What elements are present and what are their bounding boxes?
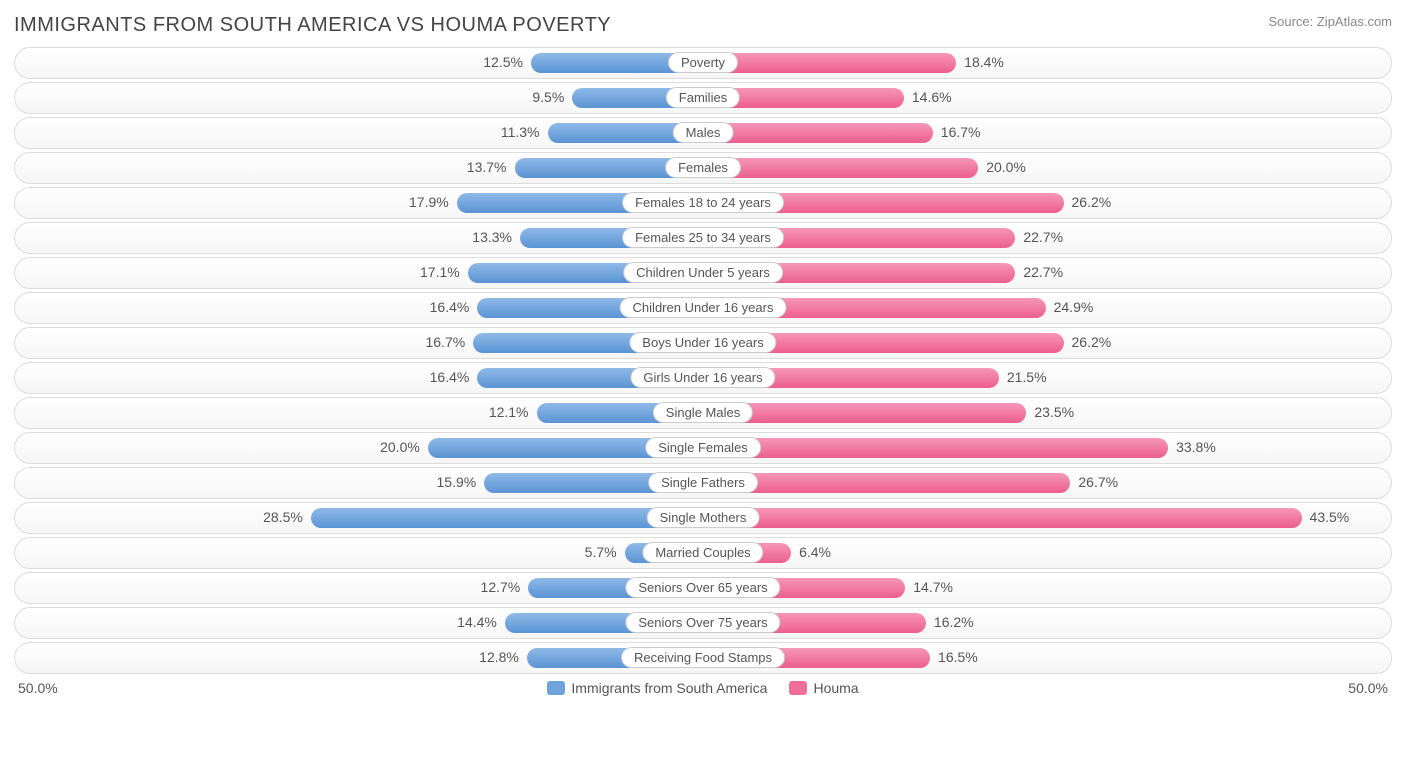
category-label: Single Mothers	[647, 507, 760, 528]
bar-right	[703, 508, 1302, 528]
chart-row: 12.5% 18.4% Poverty	[14, 47, 1392, 79]
category-label: Single Males	[653, 402, 753, 423]
value-label-left: 16.4%	[430, 299, 470, 315]
category-label: Boys Under 16 years	[629, 332, 776, 353]
category-label: Children Under 16 years	[620, 297, 787, 318]
category-label: Girls Under 16 years	[630, 367, 775, 388]
category-label: Families	[666, 87, 740, 108]
chart-row: 12.7% 14.7% Seniors Over 65 years	[14, 572, 1392, 604]
value-label-right: 16.5%	[938, 649, 978, 665]
chart-row: 14.4% 16.2% Seniors Over 75 years	[14, 607, 1392, 639]
value-label-left: 15.9%	[437, 474, 477, 490]
value-label-right: 16.7%	[941, 124, 981, 140]
category-label: Seniors Over 75 years	[625, 612, 780, 633]
value-label-right: 18.4%	[964, 54, 1004, 70]
chart-row: 20.0% 33.8% Single Females	[14, 432, 1392, 464]
value-label-right: 16.2%	[934, 614, 974, 630]
value-label-right: 6.4%	[799, 544, 831, 560]
bar-right	[703, 438, 1168, 458]
chart-footer: 50.0% Immigrants from South America Houm…	[18, 680, 1388, 696]
value-label-right: 14.6%	[912, 89, 952, 105]
chart-row: 17.1% 22.7% Children Under 5 years	[14, 257, 1392, 289]
chart-row: 5.7% 6.4% Married Couples	[14, 537, 1392, 569]
category-label: Single Fathers	[648, 472, 758, 493]
legend-label-left: Immigrants from South America	[571, 680, 767, 696]
chart-title: IMMIGRANTS FROM SOUTH AMERICA VS HOUMA P…	[14, 14, 1398, 37]
value-label-left: 5.7%	[585, 544, 617, 560]
category-label: Receiving Food Stamps	[621, 647, 785, 668]
chart-row: 15.9% 26.7% Single Fathers	[14, 467, 1392, 499]
value-label-left: 12.7%	[481, 579, 521, 595]
value-label-right: 22.7%	[1023, 264, 1063, 280]
category-label: Married Couples	[642, 542, 763, 563]
chart-row: 13.3% 22.7% Females 25 to 34 years	[14, 222, 1392, 254]
value-label-right: 14.7%	[913, 579, 953, 595]
source-attribution: Source: ZipAtlas.com	[1268, 14, 1392, 29]
chart-rows: 12.5%18.4%Poverty9.5%14.6%Families11.3%1…	[8, 47, 1398, 674]
category-label: Poverty	[668, 52, 738, 73]
chart-row: 12.8% 16.5% Receiving Food Stamps	[14, 642, 1392, 674]
category-label: Females 18 to 24 years	[622, 192, 784, 213]
bar-right	[703, 123, 933, 143]
value-label-left: 13.7%	[467, 159, 507, 175]
category-label: Females	[665, 157, 741, 178]
value-label-right: 23.5%	[1034, 404, 1074, 420]
value-label-right: 26.7%	[1078, 474, 1118, 490]
bar-right	[703, 53, 956, 73]
category-label: Seniors Over 65 years	[625, 577, 780, 598]
chart-row: 11.3% 16.7% Males	[14, 117, 1392, 149]
value-label-right: 24.9%	[1054, 299, 1094, 315]
chart-row: 17.9% 26.2% Females 18 to 24 years	[14, 187, 1392, 219]
value-label-left: 16.7%	[426, 334, 466, 350]
value-label-left: 16.4%	[430, 369, 470, 385]
category-label: Males	[673, 122, 734, 143]
axis-right-max: 50.0%	[1348, 680, 1388, 696]
value-label-left: 9.5%	[532, 89, 564, 105]
value-label-right: 22.7%	[1023, 229, 1063, 245]
category-label: Single Females	[645, 437, 761, 458]
value-label-left: 11.3%	[501, 124, 540, 140]
diverging-bar-chart: IMMIGRANTS FROM SOUTH AMERICA VS HOUMA P…	[0, 0, 1406, 704]
value-label-left: 20.0%	[380, 439, 420, 455]
value-label-left: 12.5%	[483, 54, 523, 70]
value-label-left: 12.1%	[489, 404, 529, 420]
value-label-left: 28.5%	[263, 509, 303, 525]
legend-item-left: Immigrants from South America	[547, 680, 767, 696]
value-label-left: 17.1%	[420, 264, 460, 280]
legend: Immigrants from South America Houma	[547, 680, 858, 696]
value-label-right: 26.2%	[1072, 334, 1112, 350]
chart-row: 16.4% 21.5% Girls Under 16 years	[14, 362, 1392, 394]
value-label-left: 17.9%	[409, 194, 449, 210]
chart-row: 9.5% 14.6% Families	[14, 82, 1392, 114]
chart-row: 16.4% 24.9% Children Under 16 years	[14, 292, 1392, 324]
value-label-left: 14.4%	[457, 614, 497, 630]
bar-left	[311, 508, 703, 528]
legend-item-right: Houma	[789, 680, 858, 696]
legend-swatch-icon	[789, 681, 807, 695]
chart-row: 12.1% 23.5% Single Males	[14, 397, 1392, 429]
bar-right	[703, 158, 978, 178]
legend-label-right: Houma	[813, 680, 858, 696]
bar-right	[703, 473, 1070, 493]
chart-row: 13.7% 20.0% Females	[14, 152, 1392, 184]
chart-row: 28.5% 43.5% Single Mothers	[14, 502, 1392, 534]
value-label-right: 26.2%	[1072, 194, 1112, 210]
chart-row: 16.7% 26.2% Boys Under 16 years	[14, 327, 1392, 359]
value-label-right: 43.5%	[1310, 509, 1350, 525]
value-label-left: 12.8%	[479, 649, 519, 665]
value-label-right: 20.0%	[986, 159, 1026, 175]
value-label-left: 13.3%	[472, 229, 512, 245]
legend-swatch-icon	[547, 681, 565, 695]
axis-left-max: 50.0%	[18, 680, 58, 696]
value-label-right: 33.8%	[1176, 439, 1216, 455]
category-label: Children Under 5 years	[623, 262, 783, 283]
value-label-right: 21.5%	[1007, 369, 1047, 385]
category-label: Females 25 to 34 years	[622, 227, 784, 248]
